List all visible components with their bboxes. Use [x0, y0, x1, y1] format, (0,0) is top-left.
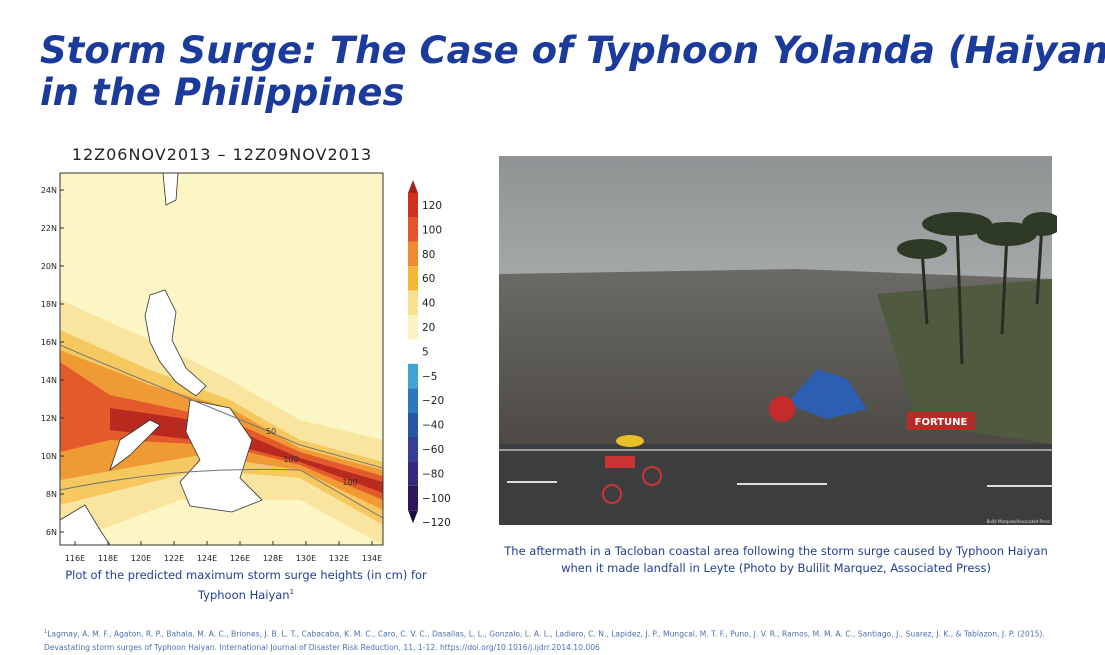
- colorbar-segment: [408, 339, 418, 364]
- caption-line: when it made landfall in Leyte (Photo by…: [561, 561, 991, 575]
- colorbar-segment: [408, 437, 418, 462]
- colorbar-label: −60: [422, 444, 444, 456]
- lon-label: 116E: [65, 554, 85, 563]
- colorbar-label: 80: [422, 249, 435, 261]
- colorbar-segment: [408, 290, 418, 315]
- photo-credit: Bullit Marquez/Associated Press: [987, 519, 1050, 524]
- contour-label: 100: [283, 455, 298, 464]
- map-title: 12Z06NOV2013 – 12Z09NOV2013: [72, 145, 372, 164]
- colorbar-label: 100: [422, 224, 442, 236]
- lon-label: 132E: [329, 554, 349, 563]
- colorbar-label: 20: [422, 322, 435, 334]
- colorbar-segment: [408, 363, 418, 389]
- lat-label: 22N: [41, 224, 57, 233]
- colorbar-label: −40: [422, 420, 444, 432]
- colorbar-end: [408, 510, 418, 524]
- footnote: 1Lagmay, A. M. F., Agaton, R. P., Bahala…: [44, 626, 1045, 654]
- colorbar-segment: [408, 193, 418, 218]
- lon-label: 128E: [263, 554, 283, 563]
- lat-label: 10N: [41, 452, 57, 461]
- photo-caption: The aftermath in a Tacloban coastal area…: [476, 543, 1076, 577]
- lon-label: 120E: [131, 554, 151, 563]
- colorbar-label: −80: [422, 468, 444, 480]
- lon-label: 118E: [98, 554, 118, 563]
- contour-label: 100: [342, 478, 357, 487]
- lat-label: 24N: [41, 186, 57, 195]
- lon-label: 130E: [296, 554, 316, 563]
- caption-line: Typhoon Haiyan1: [46, 584, 446, 604]
- caption-line: Plot of the predicted maximum storm surg…: [65, 568, 427, 582]
- lon-label: 122E: [164, 554, 184, 563]
- footnote-line: Devastating storm surges of Typhoon Haiy…: [44, 642, 600, 652]
- colorbar-segment: [408, 388, 418, 413]
- map-field: [60, 173, 383, 545]
- lat-label: 16N: [41, 338, 57, 347]
- colorbar-segment: [408, 241, 418, 267]
- footnote-marker: 1: [44, 629, 48, 635]
- caption-line: The aftermath in a Tacloban coastal area…: [504, 544, 1048, 558]
- footnote-text: Lagmay, A. M. F., Agaton, R. P., Bahala,…: [47, 629, 1045, 639]
- slide-title: Storm Surge: The Case of Typhoon Yolanda…: [40, 30, 1105, 114]
- lon-label: 124E: [197, 554, 217, 563]
- caption-note: 1: [289, 588, 295, 596]
- lat-label: 12N: [41, 414, 57, 423]
- lat-label: 14N: [41, 376, 57, 385]
- photo: FORTUNE Bullit Marquez/Associated Press: [499, 156, 1057, 525]
- surge-map: 12Z06NOV2013 – 12Z09NOV2013 24N 22N 20N 18N…: [41, 145, 451, 563]
- colorbar-segment: [408, 461, 418, 486]
- colorbar-label: 40: [422, 298, 435, 310]
- colorbar-label: −120: [422, 517, 451, 529]
- caption-text: Typhoon Haiyan: [197, 587, 290, 602]
- colorbar-label: −20: [422, 395, 444, 407]
- footnote-line: 1Lagmay, A. M. F., Agaton, R. P., Bahala…: [44, 626, 1045, 641]
- lat-label: 20N: [41, 262, 57, 271]
- colorbar-end: [408, 180, 418, 193]
- colorbar-label: 60: [422, 273, 435, 285]
- lat-label: 6N: [46, 528, 57, 537]
- title-line: Storm Surge: The Case of Typhoon Yolanda…: [40, 29, 1105, 72]
- sign-text: FORTUNE: [915, 417, 968, 428]
- lat-label: 18N: [41, 300, 57, 309]
- colorbar-segment: [408, 315, 418, 340]
- colorbar-segment: [408, 485, 418, 511]
- lat-label: 8N: [46, 490, 57, 499]
- contour-label: 50: [266, 427, 276, 436]
- lon-label: 134E: [362, 554, 382, 563]
- colorbar-label: 120: [422, 200, 442, 212]
- colorbar-label: −100: [422, 493, 451, 505]
- title-line: in the Philippines: [40, 71, 405, 114]
- colorbar-label: 5: [422, 346, 429, 358]
- colorbar-segment: [408, 217, 418, 242]
- colorbar-label: −5: [422, 371, 437, 383]
- colorbar-segment: [408, 266, 418, 291]
- lon-label: 126E: [230, 554, 250, 563]
- map-caption: Plot of the predicted maximum storm surg…: [46, 567, 446, 604]
- colorbar-segment: [408, 412, 418, 437]
